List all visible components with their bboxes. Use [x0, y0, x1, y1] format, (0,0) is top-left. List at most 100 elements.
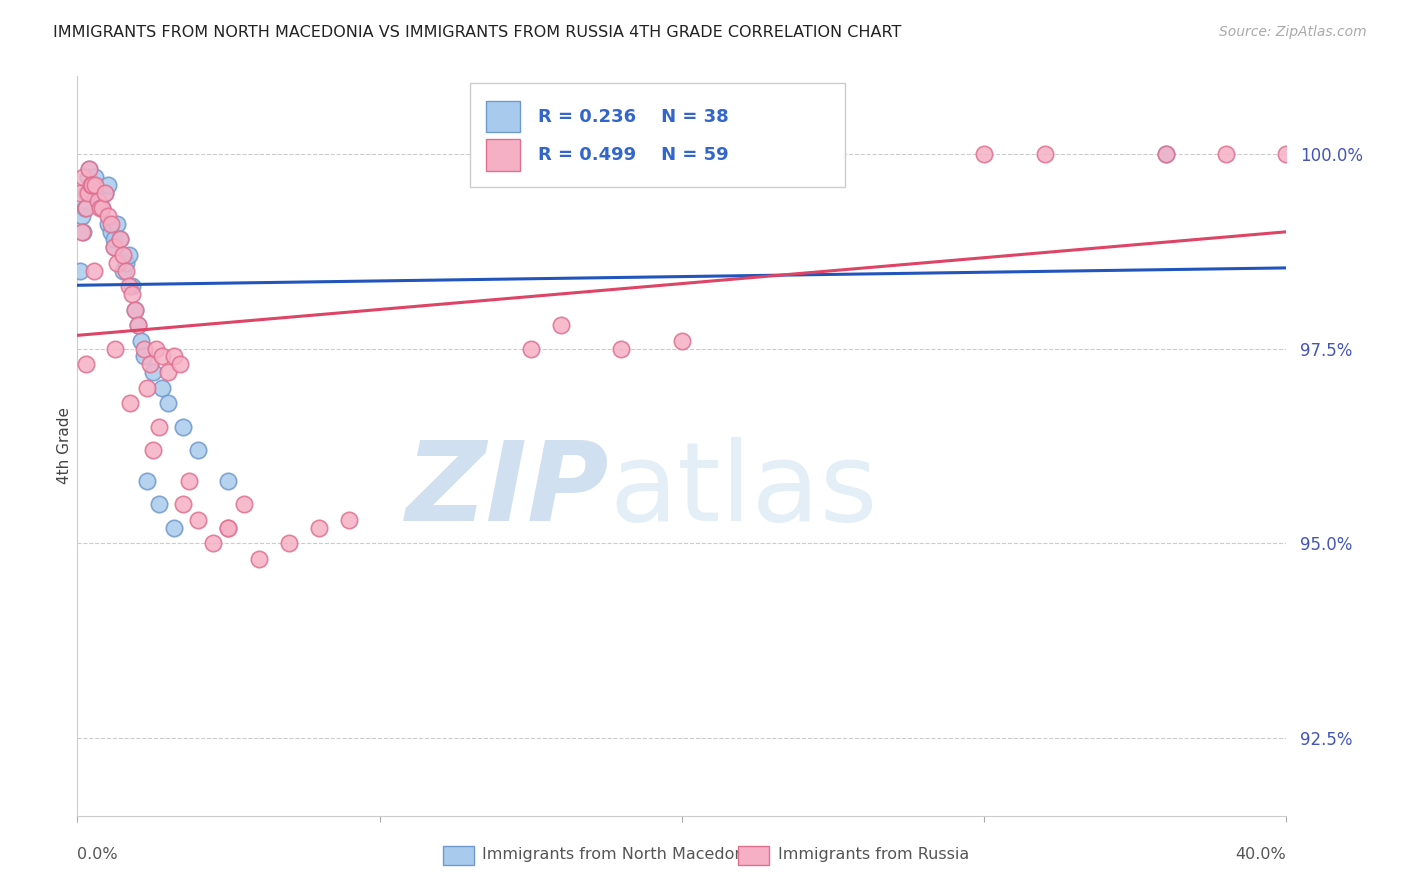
Text: 40.0%: 40.0% — [1236, 847, 1286, 862]
Point — [150, 380, 173, 394]
Point — [96, 217, 118, 231]
Point — [232, 498, 254, 512]
Point — [124, 302, 146, 317]
Point — [75, 186, 97, 200]
FancyBboxPatch shape — [486, 101, 520, 132]
Text: Immigrants from Russia: Immigrants from Russia — [778, 847, 969, 862]
Point — [172, 419, 194, 434]
Text: R = 0.236    N = 38: R = 0.236 N = 38 — [538, 108, 728, 126]
Point — [114, 263, 136, 277]
Point — [132, 342, 155, 356]
Point — [120, 396, 142, 410]
Point — [108, 232, 131, 246]
Point — [104, 342, 127, 356]
Point — [93, 186, 115, 200]
Point — [87, 194, 110, 208]
Point — [157, 365, 180, 379]
Point — [70, 225, 93, 239]
Point — [135, 380, 157, 394]
Point — [103, 240, 125, 254]
Point — [145, 342, 167, 356]
Point — [671, 334, 693, 348]
Point — [111, 248, 134, 262]
Point — [90, 202, 112, 216]
Y-axis label: 4th Grade: 4th Grade — [56, 408, 72, 484]
Text: Immigrants from North Macedonia: Immigrants from North Macedonia — [482, 847, 759, 862]
Point — [142, 442, 165, 457]
Point — [89, 202, 111, 216]
Point — [218, 474, 240, 488]
Point — [72, 225, 94, 239]
Point — [127, 318, 149, 333]
Point — [247, 552, 270, 566]
Point — [105, 256, 128, 270]
Point — [169, 357, 191, 371]
Point — [69, 186, 91, 200]
Point — [520, 342, 543, 356]
Point — [1215, 146, 1237, 161]
Point — [80, 178, 103, 192]
Text: R = 0.499    N = 59: R = 0.499 N = 59 — [538, 146, 728, 164]
Point — [77, 170, 100, 185]
Point — [163, 521, 186, 535]
Point — [96, 178, 118, 192]
Text: 0.0%: 0.0% — [77, 847, 118, 862]
Point — [96, 209, 118, 223]
Point — [84, 178, 107, 192]
Point — [72, 170, 94, 185]
Point — [75, 357, 97, 371]
Point — [202, 536, 225, 550]
Point — [118, 248, 141, 262]
Point — [610, 342, 633, 356]
Point — [114, 256, 136, 270]
Point — [179, 474, 201, 488]
Point — [82, 178, 104, 192]
Point — [69, 263, 91, 277]
Point — [218, 521, 240, 535]
Point — [132, 350, 155, 364]
Point — [1154, 146, 1177, 161]
Point — [172, 498, 194, 512]
Point — [148, 498, 170, 512]
Point — [84, 170, 107, 185]
Text: atlas: atlas — [609, 437, 877, 544]
Point — [339, 513, 360, 527]
Point — [278, 536, 301, 550]
Point — [163, 350, 186, 364]
Point — [108, 232, 131, 246]
Point — [105, 217, 128, 231]
Point — [1033, 146, 1056, 161]
Point — [90, 202, 112, 216]
Point — [87, 194, 110, 208]
Point — [103, 240, 125, 254]
Point — [83, 263, 105, 277]
Point — [218, 521, 240, 535]
Text: IMMIGRANTS FROM NORTH MACEDONIA VS IMMIGRANTS FROM RUSSIA 4TH GRADE CORRELATION : IMMIGRANTS FROM NORTH MACEDONIA VS IMMIG… — [53, 25, 901, 40]
Point — [82, 178, 104, 192]
Point — [150, 350, 173, 364]
Point — [124, 302, 146, 317]
Point — [139, 357, 162, 371]
Text: Source: ZipAtlas.com: Source: ZipAtlas.com — [1219, 25, 1367, 39]
Point — [100, 217, 122, 231]
Point — [73, 202, 96, 216]
Point — [308, 521, 330, 535]
Point — [1154, 146, 1177, 161]
Point — [111, 263, 134, 277]
Point — [550, 318, 572, 333]
Point — [187, 442, 209, 457]
Point — [121, 279, 143, 293]
Point — [100, 225, 122, 239]
Point — [79, 162, 101, 177]
Point — [79, 162, 101, 177]
Point — [187, 513, 209, 527]
FancyBboxPatch shape — [470, 83, 845, 187]
Point — [127, 318, 149, 333]
Point — [135, 474, 157, 488]
Point — [70, 209, 93, 223]
Point — [103, 232, 125, 246]
Point — [93, 186, 115, 200]
Point — [77, 186, 100, 200]
Point — [121, 287, 143, 301]
Point — [1275, 146, 1298, 161]
